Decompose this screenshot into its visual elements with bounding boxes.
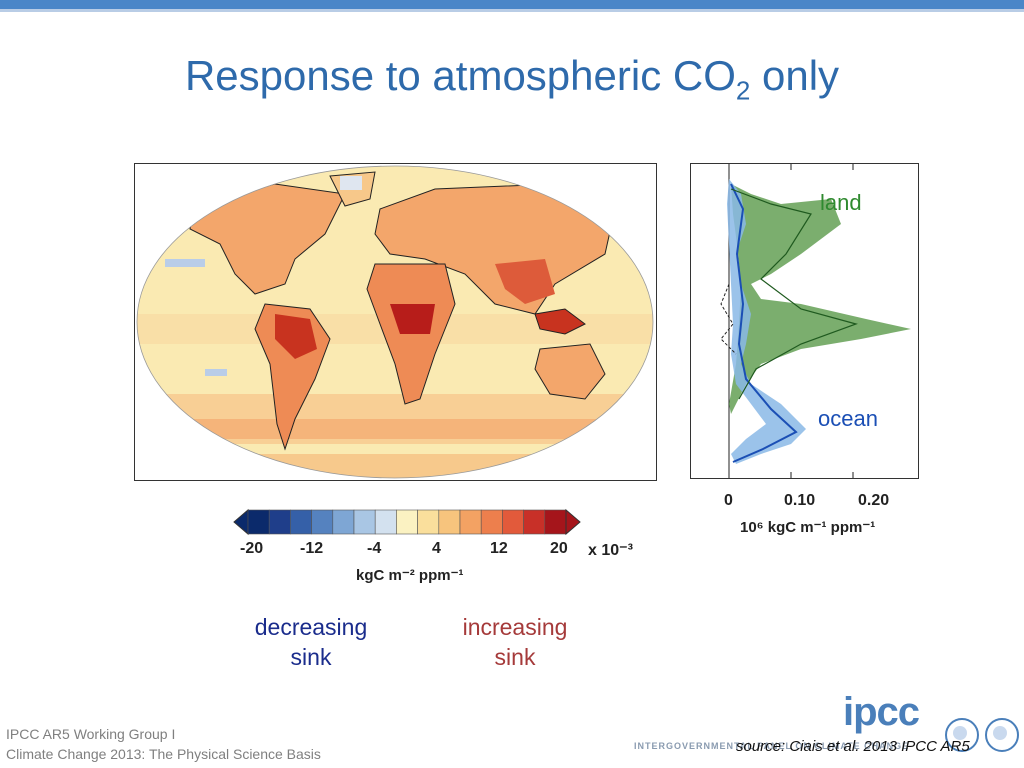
- decreasing-line2: sink: [290, 644, 332, 670]
- ocean-label: ocean: [818, 406, 878, 431]
- colorbar-cell: [332, 509, 355, 535]
- world-map-svg: [136, 165, 654, 479]
- decreasing-sink-label: decreasing sink: [244, 612, 378, 672]
- colorbar-scale: x 10⁻³: [588, 542, 633, 559]
- increasing-sink-label: increasing sink: [450, 612, 580, 672]
- ipcc-logo: ipcc: [843, 690, 920, 734]
- colorbar-cell: [459, 509, 482, 535]
- decreasing-line1: decreasing: [254, 614, 368, 640]
- colorbar-tick-3: 4: [432, 540, 441, 557]
- colorbar-cell: [417, 509, 440, 535]
- colorbar-unit: kgC m⁻² ppm⁻¹: [356, 567, 464, 584]
- colorbar-end-high: [565, 508, 581, 536]
- footer-citation: IPCC AR5 Working Group I Climate Change …: [6, 724, 321, 764]
- title-subscript: 2: [735, 75, 751, 106]
- colorbar: [233, 508, 581, 536]
- zonal-profile-svg: [720, 164, 911, 478]
- colorbar-cell: [396, 509, 418, 535]
- unep-emblem-icon: [985, 718, 1019, 752]
- colorbar-cell: [247, 509, 270, 535]
- footer-line2: Climate Change 2013: The Physical Scienc…: [6, 746, 321, 762]
- wmo-emblem-icon: [945, 718, 979, 752]
- title-main: Response to atmospheric CO: [184, 52, 736, 99]
- ipcc-org-strip: INTERGOVERNMENTAL PANEL ON CLIMATE CHANG…: [634, 741, 910, 751]
- top-accent-bar: [0, 0, 1024, 9]
- world-map-figure: [134, 163, 657, 481]
- colorbar-cell: [311, 509, 334, 535]
- top-accent-line: [0, 9, 1024, 12]
- colorbar-cell: [374, 509, 397, 535]
- increasing-line2: sink: [494, 644, 536, 670]
- profile-xtick-0: 0: [724, 492, 733, 509]
- colorbar-cell: [438, 509, 461, 535]
- increasing-line1: increasing: [462, 614, 568, 640]
- title-suffix: only: [750, 52, 840, 99]
- land-label: land: [820, 190, 862, 215]
- colorbar-cell: [544, 509, 567, 535]
- colorbar-cell: [523, 509, 546, 535]
- footer-line1: IPCC AR5 Working Group I: [6, 726, 176, 742]
- slide-title: Response to atmospheric CO2 only: [0, 52, 1024, 106]
- colorbar-tick-4: 12: [490, 540, 508, 557]
- colorbar-tick-1: -12: [300, 540, 324, 557]
- colorbar-cell: [480, 509, 503, 535]
- source-citation: source: Ciais et al. 2013 IPCC AR5: [736, 738, 970, 755]
- colorbar-cell: [353, 509, 376, 535]
- profile-xtick-1: 0.10: [784, 492, 816, 509]
- profile-xtick-2: 0.20: [858, 492, 890, 509]
- colorbar-end-low: [233, 508, 249, 536]
- colorbar-cell: [502, 509, 524, 535]
- colorbar-cell: [290, 509, 312, 535]
- colorbar-tick-0: -20: [240, 540, 264, 557]
- profile-x-unit: 10⁶ kgC m⁻¹ ppm⁻¹: [740, 519, 876, 536]
- colorbar-tick-2: -4: [367, 540, 382, 557]
- colorbar-cell: [268, 509, 291, 535]
- zonal-profile-figure: [690, 163, 919, 479]
- colorbar-tick-5: 20: [550, 540, 568, 557]
